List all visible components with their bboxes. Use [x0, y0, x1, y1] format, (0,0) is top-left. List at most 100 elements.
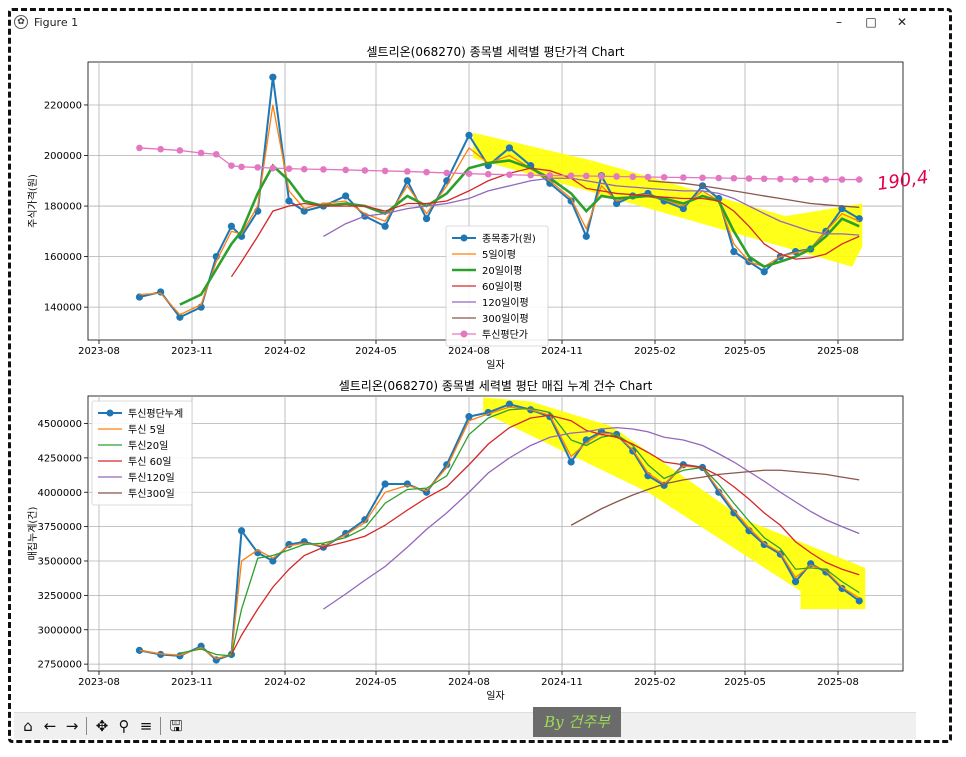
data-point: [423, 168, 430, 176]
data-point: [679, 204, 687, 213]
data-point: [465, 131, 473, 139]
y-axis-label-1: 주식가격(원): [26, 174, 39, 228]
data-point: [285, 197, 293, 205]
data-point: [237, 527, 246, 535]
legend-label: 종목종가(원): [482, 233, 536, 245]
data-point: [855, 597, 863, 605]
legend-label: 60일이평: [482, 281, 522, 293]
zoom-icon[interactable]: ⚲: [118, 717, 130, 735]
data-point: [269, 73, 277, 81]
legend-label: 5일이평: [482, 249, 516, 261]
legend-box-2: [91, 400, 193, 506]
data-point: [730, 509, 738, 517]
configure-subplots-icon[interactable]: ≡: [139, 717, 153, 735]
data-point: [212, 150, 220, 158]
x-tick-label: 2023-11: [171, 346, 213, 357]
data-point: [157, 288, 165, 296]
data-point: [361, 516, 369, 524]
data-point: [792, 175, 799, 183]
data-point: [730, 174, 738, 182]
minimize-button[interactable]: –: [836, 15, 842, 29]
x-tick-label: 2025-05: [724, 677, 766, 688]
x-tick-label: 2025-08: [817, 677, 859, 688]
data-point: [381, 167, 389, 175]
x-tick-label: 2025-02: [634, 346, 676, 357]
x-tick-label: 2024-02: [264, 677, 306, 688]
data-point: [300, 165, 308, 173]
matplotlib-icon: ✿: [14, 15, 28, 29]
y-tick-label: 220000: [44, 100, 82, 111]
forward-arrow-icon[interactable]: →: [65, 717, 79, 735]
data-point: [567, 458, 575, 466]
chart-title-2: 셀트리온(068270) 종목별 세력별 평단 매집 누계 건수 Chart: [339, 379, 653, 393]
data-point: [157, 145, 164, 153]
series-line-1-3: [179, 159, 860, 306]
data-point: [613, 173, 620, 180]
figure-canvas[interactable]: 2023-08 2023-11 2024-02 2024-05 2024-08 2024-…: [20, 38, 930, 704]
data-point: [342, 192, 350, 200]
data-point: [838, 176, 846, 183]
data-point: [582, 232, 590, 240]
y-tick-label: 160000: [44, 252, 82, 263]
data-point: [238, 163, 245, 171]
legend-label: 투신평단가: [482, 329, 528, 341]
data-point: [777, 175, 784, 183]
y-axis-label-2: 매집누계(건): [27, 507, 39, 561]
save-icon[interactable]: 🖫: [169, 717, 183, 735]
data-point: [285, 540, 293, 549]
legend-label: 투신300일: [128, 488, 175, 500]
data-point: [527, 171, 534, 179]
data-point: [381, 480, 389, 488]
data-point: [855, 176, 863, 183]
legend-marker: [460, 234, 468, 242]
legend-marker: [460, 330, 468, 338]
navigation-toolbar: ⌂ ← → ✥ ⚲ ≡ 🖫: [14, 712, 916, 739]
data-point: [135, 646, 144, 654]
series-line-2-5: [323, 426, 860, 610]
y-tick-label: 3750000: [37, 522, 82, 533]
x-tick-label: 2025-02: [634, 677, 676, 688]
y-tick-label: 140000: [44, 303, 82, 314]
pan-icon[interactable]: ✥: [95, 717, 109, 735]
data-point: [680, 174, 687, 181]
series-line-2-6: [570, 469, 860, 526]
data-point: [228, 162, 235, 169]
legend-marker: [106, 409, 114, 417]
watermark-stamp: By 건주부: [533, 707, 621, 737]
data-point: [176, 652, 184, 660]
y-tick-label: 4250000: [37, 453, 82, 464]
legend-label: 20일이평: [482, 265, 522, 277]
data-point: [484, 170, 492, 178]
data-point: [269, 557, 277, 565]
y-tick-label: 3500000: [37, 557, 82, 568]
back-arrow-icon[interactable]: ←: [43, 717, 57, 735]
data-point: [381, 222, 389, 230]
y-tick-label: 200000: [44, 151, 82, 162]
data-point: [567, 172, 575, 180]
data-point: [760, 540, 768, 549]
series-line-1-6: [647, 180, 860, 208]
data-point: [176, 147, 184, 154]
data-point: [760, 175, 768, 183]
data-point: [715, 488, 723, 496]
legend-label: 투신 5일: [128, 424, 165, 436]
data-point: [629, 173, 637, 181]
y-tick-label: 180000: [44, 202, 82, 213]
x-tick-label: 2024-05: [355, 677, 397, 688]
data-point: [505, 400, 514, 408]
data-point: [227, 222, 236, 230]
x-tick-label: 2023-11: [171, 677, 213, 688]
series-line-1-2: [139, 104, 860, 316]
data-point: [403, 177, 411, 185]
data-point: [838, 584, 846, 593]
close-button[interactable]: ✕: [896, 15, 908, 29]
home-icon[interactable]: ⌂: [23, 717, 33, 735]
maximize-button[interactable]: □: [865, 15, 877, 29]
x-tick-label: 2024-05: [355, 346, 397, 357]
x-axis-label-1: 일자: [486, 359, 504, 371]
data-point: [135, 293, 144, 301]
data-point: [361, 167, 369, 174]
x-tick-label: 2024-11: [541, 677, 583, 688]
series-line-1-5: [323, 177, 860, 237]
x-tick-label: 2024-02: [264, 346, 306, 357]
